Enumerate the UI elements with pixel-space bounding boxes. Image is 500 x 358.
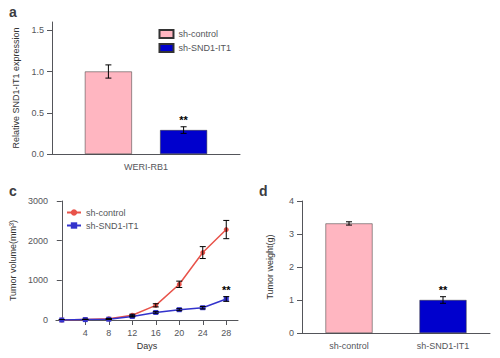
svg-text:0.0: 0.0 (31, 149, 44, 159)
svg-text:sh-control: sh-control (86, 208, 126, 218)
svg-text:0: 0 (289, 328, 294, 338)
svg-text:**: ** (439, 284, 448, 296)
svg-text:0.5: 0.5 (31, 108, 44, 118)
svg-text:Tumor weight(g): Tumor weight(g) (265, 234, 275, 299)
svg-text:a: a (9, 4, 17, 20)
svg-text:24: 24 (198, 328, 208, 338)
svg-text:8: 8 (106, 328, 111, 338)
svg-text:1.0: 1.0 (31, 67, 44, 77)
svg-text:16: 16 (151, 328, 161, 338)
svg-text:sh-SND1-IT1: sh-SND1-IT1 (86, 221, 139, 231)
svg-text:d: d (259, 183, 268, 199)
svg-text:sh-control: sh-control (329, 341, 369, 351)
svg-text:1.5: 1.5 (31, 25, 44, 35)
svg-text:12: 12 (127, 328, 137, 338)
svg-text:20: 20 (174, 328, 184, 338)
svg-text:0: 0 (43, 315, 48, 325)
svg-text:Tumor volume(mm³): Tumor volume(mm³) (8, 220, 18, 301)
svg-text:sh-SND1-IT1: sh-SND1-IT1 (178, 43, 231, 53)
svg-text:Relative SND1-IT1 expression: Relative SND1-IT1 expression (11, 27, 21, 148)
svg-text:4: 4 (289, 196, 294, 206)
svg-text:**: ** (179, 114, 188, 126)
svg-text:1: 1 (289, 295, 294, 305)
svg-text:3000: 3000 (28, 196, 48, 206)
svg-text:sh-SND1-IT1: sh-SND1-IT1 (417, 341, 470, 351)
svg-text:**: ** (222, 284, 231, 296)
svg-text:Days: Days (137, 341, 158, 351)
svg-text:1000: 1000 (28, 275, 48, 285)
svg-text:c: c (9, 183, 17, 199)
svg-text:WERI-RB1: WERI-RB1 (124, 162, 168, 172)
svg-text:4: 4 (83, 328, 88, 338)
svg-text:3: 3 (289, 229, 294, 239)
svg-text:2: 2 (289, 262, 294, 272)
svg-text:2000: 2000 (28, 236, 48, 246)
svg-text:sh-control: sh-control (178, 29, 218, 39)
svg-text:28: 28 (221, 328, 231, 338)
